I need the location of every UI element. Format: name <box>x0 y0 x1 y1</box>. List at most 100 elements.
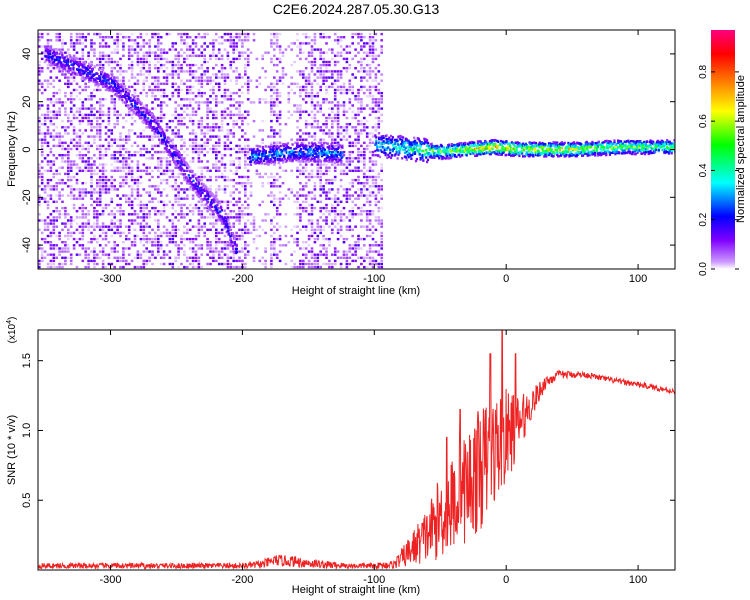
heatmap-cell <box>238 228 241 231</box>
heatmap-cell <box>67 82 70 85</box>
heatmap-cell <box>368 247 372 250</box>
heatmap-cell <box>159 107 163 110</box>
heatmap-cell <box>172 156 175 160</box>
heatmap-cell <box>206 241 209 244</box>
heatmap-cell <box>145 172 148 176</box>
heatmap-cell <box>284 213 288 216</box>
heatmap-cell <box>217 135 221 138</box>
heatmap-cell <box>188 104 192 107</box>
heatmap-cell <box>212 110 215 113</box>
heatmap-cell <box>304 88 308 92</box>
heatmap-cell <box>69 231 73 235</box>
heatmap-cell <box>200 172 204 176</box>
heatmap-cell <box>186 113 189 117</box>
heatmap-cell <box>199 197 202 201</box>
heatmap-cell <box>229 265 233 269</box>
heatmap-cell <box>98 234 102 238</box>
heatmap-cell <box>278 141 282 144</box>
heatmap-cell <box>371 185 375 188</box>
heatmap-cell <box>307 262 311 266</box>
heatmap-cell <box>205 203 208 206</box>
heatmap-cell <box>267 85 270 89</box>
heatmap-cell <box>249 79 253 82</box>
heatmap-cell <box>162 82 166 85</box>
heatmap-cell <box>339 219 343 222</box>
heatmap-cell <box>374 73 378 76</box>
heatmap-cell <box>360 188 363 191</box>
heatmap-cell <box>380 169 383 172</box>
heatmap-cell <box>339 88 343 92</box>
heatmap-cell <box>104 253 108 256</box>
heatmap-cell <box>226 88 230 92</box>
heatmap-cell <box>252 225 256 228</box>
heatmap-cell <box>84 182 87 185</box>
heatmap-cell <box>133 82 137 85</box>
heatmap-cell <box>49 253 53 256</box>
heatmap-cell <box>180 135 183 138</box>
heatmap-cell <box>220 129 224 132</box>
heatmap-cell <box>371 182 375 185</box>
heatmap-cell <box>52 244 56 247</box>
heatmap-cell <box>58 88 61 92</box>
heatmap-cell <box>360 60 363 64</box>
heatmap-cell <box>284 123 288 126</box>
heatmap-cell <box>122 169 125 172</box>
heatmap-cell <box>58 216 61 219</box>
heatmap-cell <box>75 135 79 138</box>
heatmap-cell <box>348 247 352 250</box>
heatmap-cell <box>104 88 108 92</box>
heatmap-cell <box>142 63 146 67</box>
heatmap-cell <box>101 73 105 76</box>
heatmap-cell <box>67 119 70 123</box>
heatmap-cell <box>200 203 204 207</box>
heatmap-cell <box>77 61 80 64</box>
heatmap-cell <box>319 129 322 132</box>
heatmap-cell <box>249 51 253 54</box>
heatmap-cell <box>215 222 218 225</box>
heatmap-cell <box>258 101 262 104</box>
heatmap-cell <box>223 175 227 179</box>
heatmap-cell <box>333 39 337 42</box>
heatmap-cell <box>154 234 157 238</box>
heatmap-cell <box>232 70 235 73</box>
heatmap-cell <box>244 262 247 266</box>
heatmap-cell <box>223 200 227 203</box>
heatmap-cell <box>148 42 151 45</box>
heatmap-cell <box>122 166 125 169</box>
heatmap-cell <box>151 95 154 98</box>
heatmap-cell <box>333 95 337 98</box>
heatmap-cell <box>197 104 201 107</box>
heatmap-cell <box>177 123 180 126</box>
heatmap-cell <box>46 163 50 166</box>
heatmap-cell <box>217 126 221 129</box>
heatmap-cell <box>40 67 44 70</box>
heatmap-cell <box>98 147 102 151</box>
heatmap-cell <box>46 63 50 67</box>
heatmap-cell <box>322 73 325 76</box>
heatmap-cell <box>261 129 264 132</box>
heatmap-cell <box>331 70 334 73</box>
heatmap-cell <box>296 244 299 247</box>
heatmap-cell <box>342 85 346 89</box>
heatmap-cell <box>351 178 354 182</box>
heatmap-cell <box>180 79 183 82</box>
heatmap-cell <box>151 144 154 148</box>
heatmap-cell <box>90 225 93 228</box>
heatmap-cell <box>377 101 381 104</box>
heatmap-cell <box>310 169 314 172</box>
heatmap-cell <box>104 147 108 151</box>
heatmap-cell <box>38 116 41 120</box>
heatmap-cell <box>125 163 128 166</box>
heatmap-cell <box>209 188 212 191</box>
heatmap-cell <box>363 123 366 126</box>
heatmap-cell <box>174 82 177 85</box>
heatmap-cell <box>206 169 209 172</box>
heatmap-cell <box>345 259 349 263</box>
heatmap-cell <box>122 138 125 141</box>
heatmap-cell <box>177 175 180 179</box>
heatmap-cell <box>157 250 160 253</box>
heatmap-cell <box>136 63 140 67</box>
heatmap-cell <box>188 210 192 213</box>
heatmap-cell <box>151 237 154 241</box>
heatmap-cell <box>139 60 143 64</box>
